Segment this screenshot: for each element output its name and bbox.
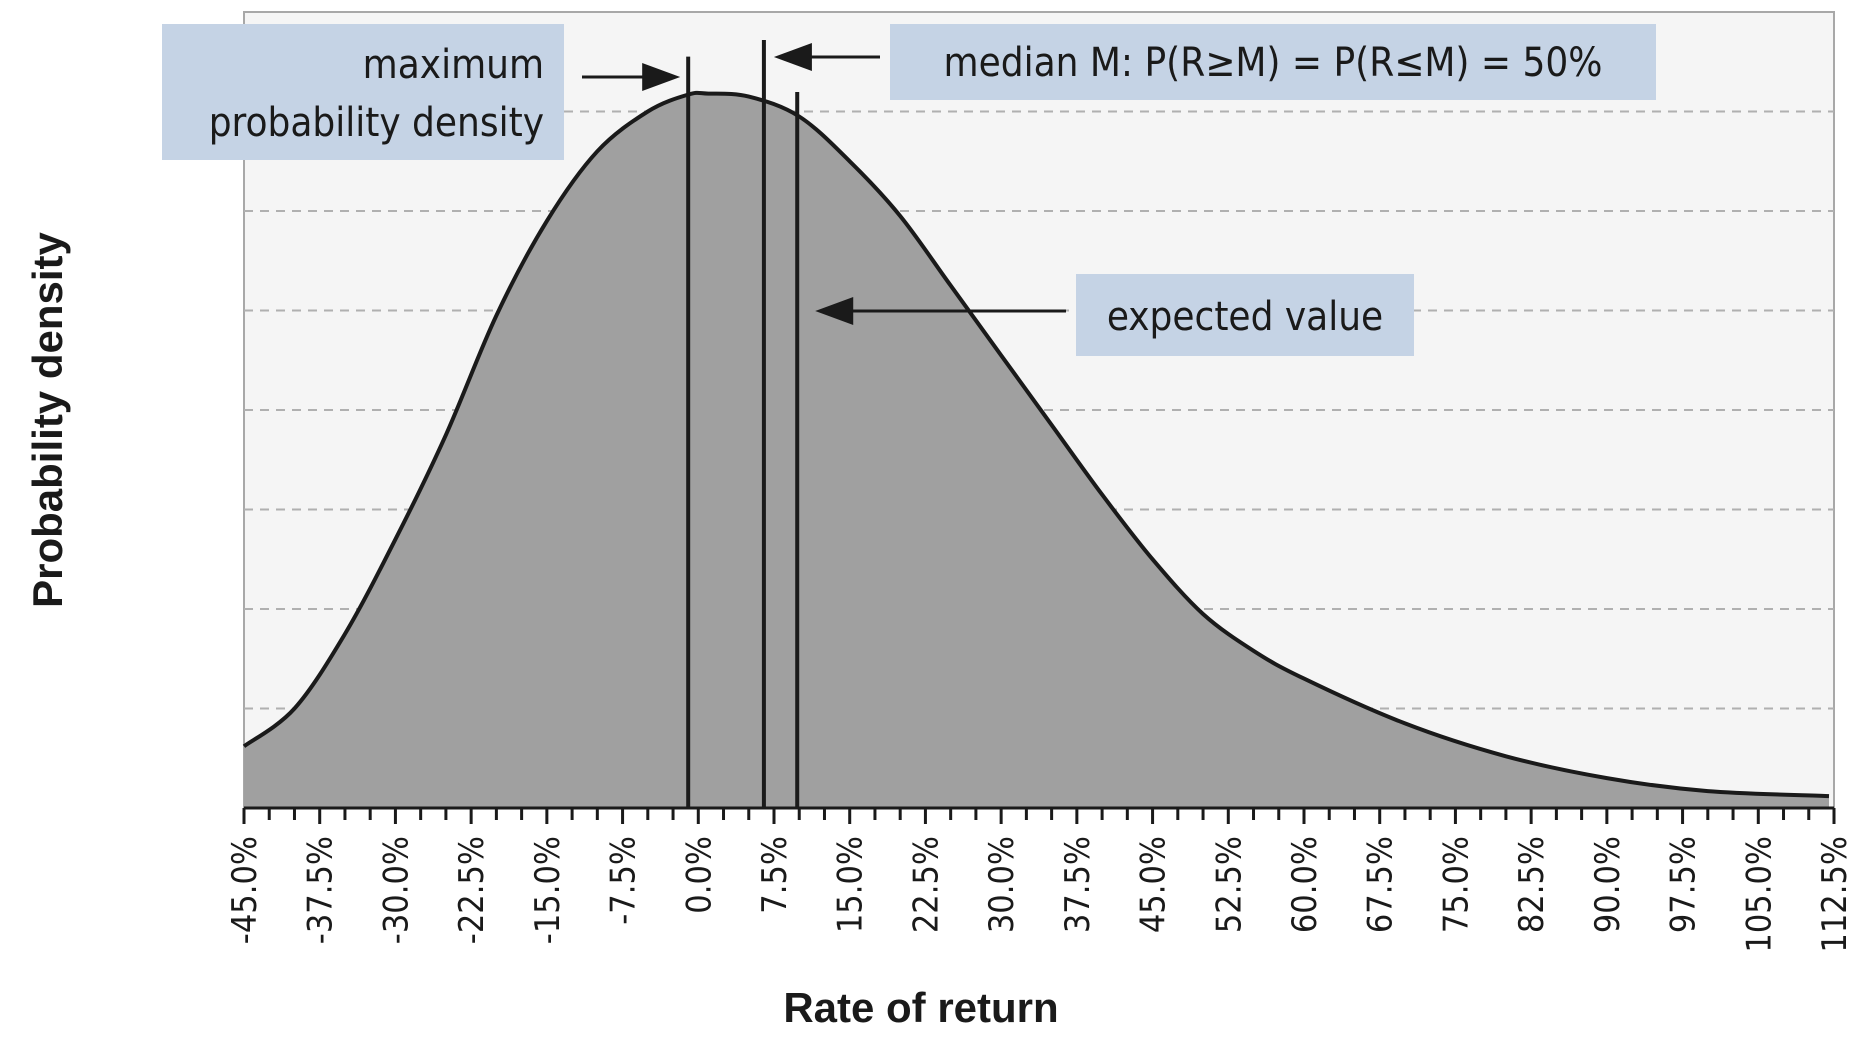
x-tick-label: 67.5% xyxy=(1361,836,1401,933)
x-tick-label: 52.5% xyxy=(1209,836,1249,933)
x-tick-label: 90.0% xyxy=(1588,836,1628,933)
x-tick-label: 0.0% xyxy=(679,836,719,914)
density-curve xyxy=(242,90,1830,799)
x-tick-label: -22.5% xyxy=(452,836,492,944)
x-tick-label: -30.0% xyxy=(376,836,416,944)
x-tick-label: 97.5% xyxy=(1664,836,1704,933)
annotation-text-median: median M: P(R≥M) = P(R≤M) = 50% xyxy=(944,40,1603,86)
y-axis-title: Probability density xyxy=(24,231,71,607)
x-tick-label: 15.0% xyxy=(831,836,871,933)
annotation-box-expected xyxy=(1076,274,1414,356)
x-tick-label: 82.5% xyxy=(1512,836,1552,933)
x-tick-label: 60.0% xyxy=(1285,836,1325,933)
annotation-arrow-head-median xyxy=(773,43,812,71)
annotation-box-median xyxy=(890,24,1656,100)
x-tick-label: -37.5% xyxy=(301,836,341,944)
x-tick-label: -7.5% xyxy=(604,836,644,925)
x-tick-label: 30.0% xyxy=(982,836,1022,933)
annotation-text-mode: maximum xyxy=(363,42,544,88)
x-axis-title: Rate of return xyxy=(783,984,1058,1031)
density-area xyxy=(244,92,1829,809)
x-tick-label: 22.5% xyxy=(906,836,946,933)
x-tick-label: 112.5% xyxy=(1815,836,1855,953)
x-tick-label: 105.0% xyxy=(1739,836,1779,953)
x-tick-label: -15.0% xyxy=(528,836,568,944)
x-tick-label: 7.5% xyxy=(755,836,795,914)
annotation-arrow-head-expected xyxy=(815,297,854,325)
annotation-arrow-head-mode xyxy=(642,63,681,91)
x-tick-label: -45.0% xyxy=(225,836,265,944)
annotation-box-mode xyxy=(162,24,564,160)
annotation-text-mode: probability density xyxy=(209,100,544,146)
x-tick-label: 45.0% xyxy=(1134,836,1174,933)
annotation-text-expected: expected value xyxy=(1107,294,1383,340)
x-tick-label: 37.5% xyxy=(1058,836,1098,933)
x-tick-label: 75.0% xyxy=(1436,836,1476,933)
